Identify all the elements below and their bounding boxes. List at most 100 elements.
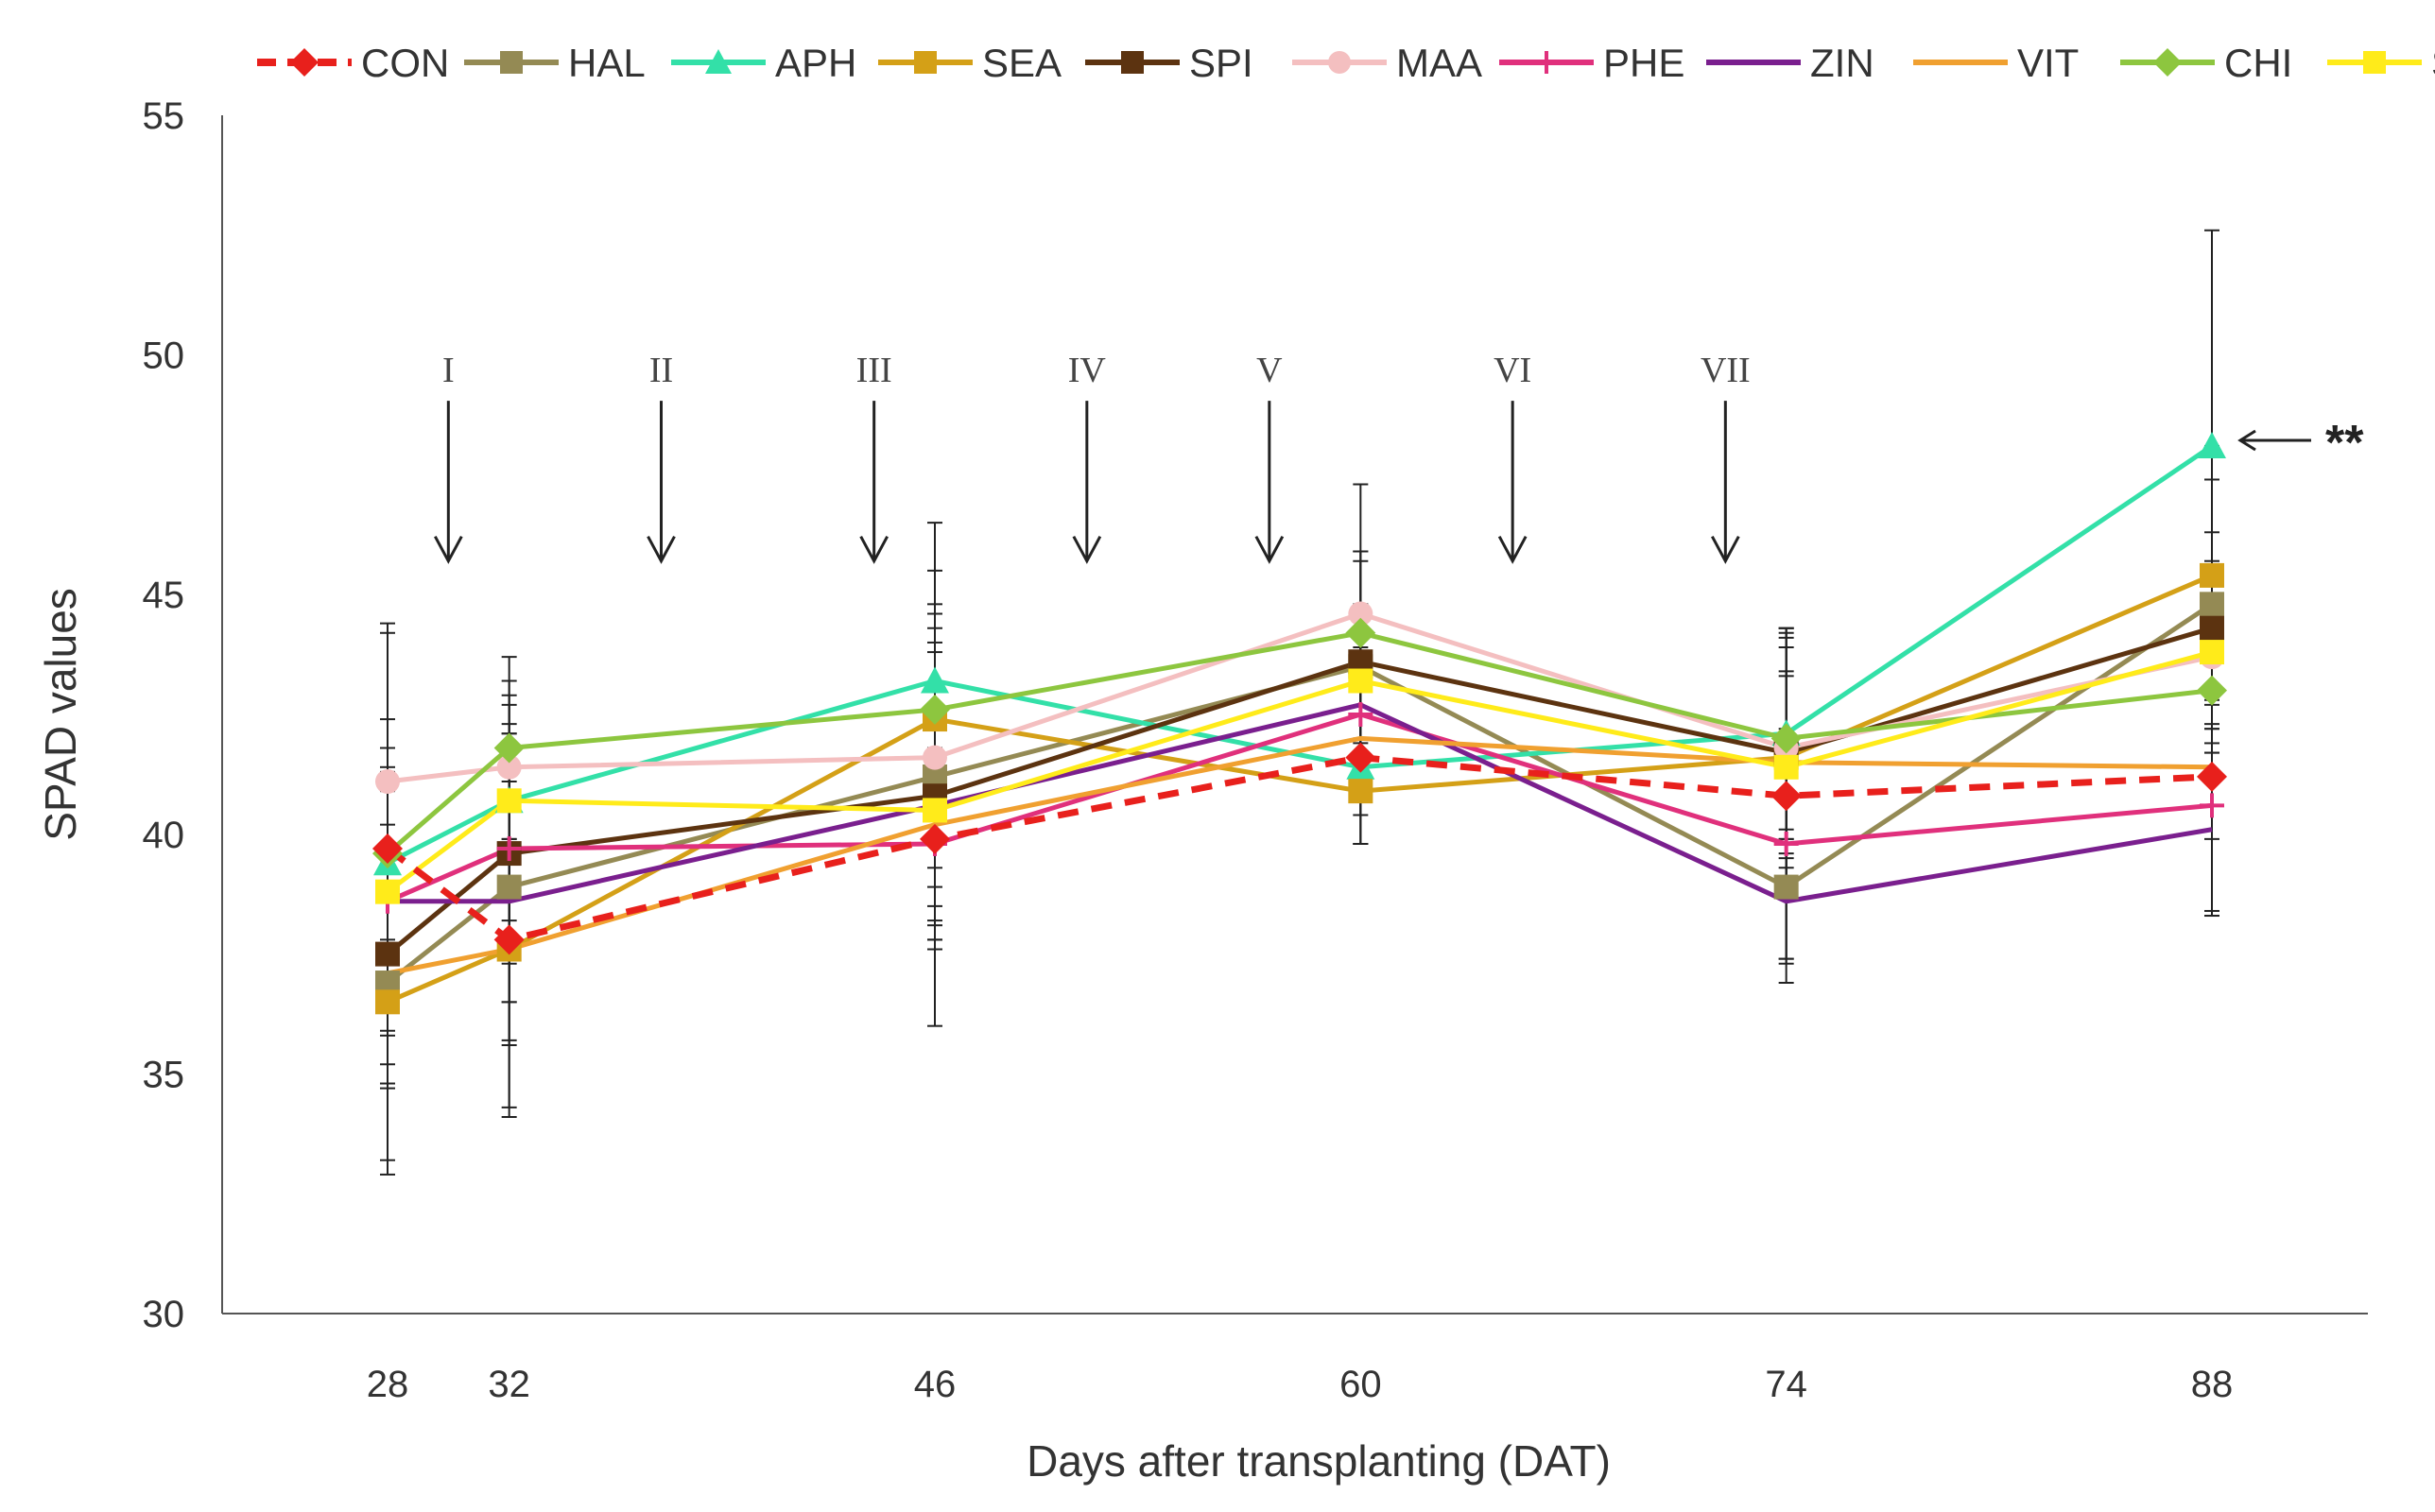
application-arrow-head [1254,535,1285,564]
legend-label: PHE [1603,41,1684,85]
data-point-sil [1773,754,1799,780]
application-arrow-label: IV [1068,351,1107,390]
application-arrow-label: III [856,351,892,390]
legend-item-sil: SIL [2327,41,2435,85]
data-point-con [372,833,403,865]
y-tick-label: 30 [143,1294,185,1335]
legend-label: CHI [2224,41,2292,85]
legend-item-sea: SEA [878,41,1062,85]
application-arrow-head [1497,535,1528,564]
series-line-chi [386,630,2213,855]
data-point-phe [1348,702,1373,727]
legend-label: CON [361,41,449,85]
y-tick-label: 55 [143,95,185,137]
series-markers [372,431,2227,1015]
x-tick-label: 28 [367,1364,409,1405]
legend-item-phe: PHE [1499,41,1684,85]
data-point-aph [2198,431,2226,458]
legend-swatch-marker [290,48,319,77]
legend-item-con: CON [257,41,449,85]
axes [221,115,2368,1314]
application-arrows: I II III IV V VI VII [434,351,1751,564]
legend-item-hal: HAL [464,41,646,85]
data-point-hal [1773,874,1799,900]
significance-label: ** [2325,416,2364,471]
application-arrow-head [859,535,889,564]
application-arrow: III [856,351,892,564]
data-point-chi [2197,675,2227,706]
application-arrow-head [1072,535,1102,564]
application-arrow: VII [1701,351,1751,564]
series-line-hal [386,602,2214,985]
x-tick-labels: 28 32 46 60 74 88 [367,1364,2234,1405]
application-arrow-label: VI [1494,351,1531,390]
data-point-con [1770,781,1802,812]
application-arrow-head [434,535,463,564]
data-point-chi [493,732,525,764]
data-point-phe [1773,831,1799,856]
application-arrow: V [1254,351,1285,564]
data-point-maa [923,745,947,770]
data-point-con [2197,761,2227,792]
data-point-chi [920,694,950,725]
application-arrow: IV [1068,351,1107,564]
application-arrow-head [1711,535,1740,564]
x-tick-label: 74 [1765,1364,1807,1405]
data-point-con [1345,742,1376,773]
legend-item-spi: SPI [1085,41,1253,85]
data-point-sea [1348,779,1373,804]
series-line-sil [386,649,2213,894]
application-arrow-label: II [649,351,673,390]
data-point-maa [496,754,522,780]
legend-label: VIT [2017,41,2079,85]
legend-swatch-marker [1328,51,1351,74]
y-tick-labels: 30 35 40 45 50 55 [143,95,185,1335]
y-tick-label: 40 [143,815,185,856]
data-point-aph [921,666,949,694]
series-line-aph [386,443,2214,866]
series-lines [385,443,2214,1005]
x-axis-title: Days after transplanting (DAT) [1027,1436,1611,1486]
data-point-spi [375,941,400,967]
series-line-zin [388,702,2213,904]
legend-item-chi: CHI [2120,41,2292,85]
data-point-sil [496,788,522,814]
application-arrow: VI [1494,351,1531,564]
y-axis-title: SPAD values [36,588,85,841]
legend: CON HAL APH SEA SPI MAA PHE ZIN VIT CHI SIL [257,41,2435,85]
data-point-sil [2200,640,2224,665]
legend-swatch-marker [914,51,937,74]
data-point-chi [1345,617,1376,648]
data-point-sea [2200,562,2224,588]
application-arrow-label: I [442,351,455,390]
x-tick-label: 32 [488,1364,530,1405]
x-tick-label: 60 [1339,1364,1382,1405]
legend-item-aph: APH [671,41,856,85]
legend-swatch-marker [2363,51,2386,74]
data-point-maa [1348,601,1373,627]
legend-swatch-marker [2153,48,2182,77]
application-arrow-label: V [1256,351,1283,390]
application-arrow: II [647,351,676,564]
legend-label: SPI [1189,41,1253,85]
y-tick-label: 50 [143,335,185,377]
y-tick-label: 45 [143,575,185,616]
data-point-sea [375,989,400,1015]
data-point-phe [2200,793,2224,818]
data-point-phe [496,836,522,862]
legend-swatch-marker [705,49,732,74]
x-tick-label: 46 [914,1364,957,1405]
data-point-con [493,924,525,955]
data-point-hal [2200,592,2224,617]
data-point-sil [375,879,400,904]
significance-annotation: ** [2237,416,2364,471]
legend-swatch-marker [1121,51,1144,74]
legend-label: MAA [1396,41,1482,85]
legend-item-maa: MAA [1292,41,1482,85]
application-arrow-label: VII [1701,351,1751,390]
x-tick-label: 88 [2191,1364,2234,1405]
legend-item-vit: VIT [1913,41,2079,85]
legend-label: ZIN [1810,41,1874,85]
legend-swatch-marker [1535,51,1558,74]
legend-label: APH [775,41,856,85]
